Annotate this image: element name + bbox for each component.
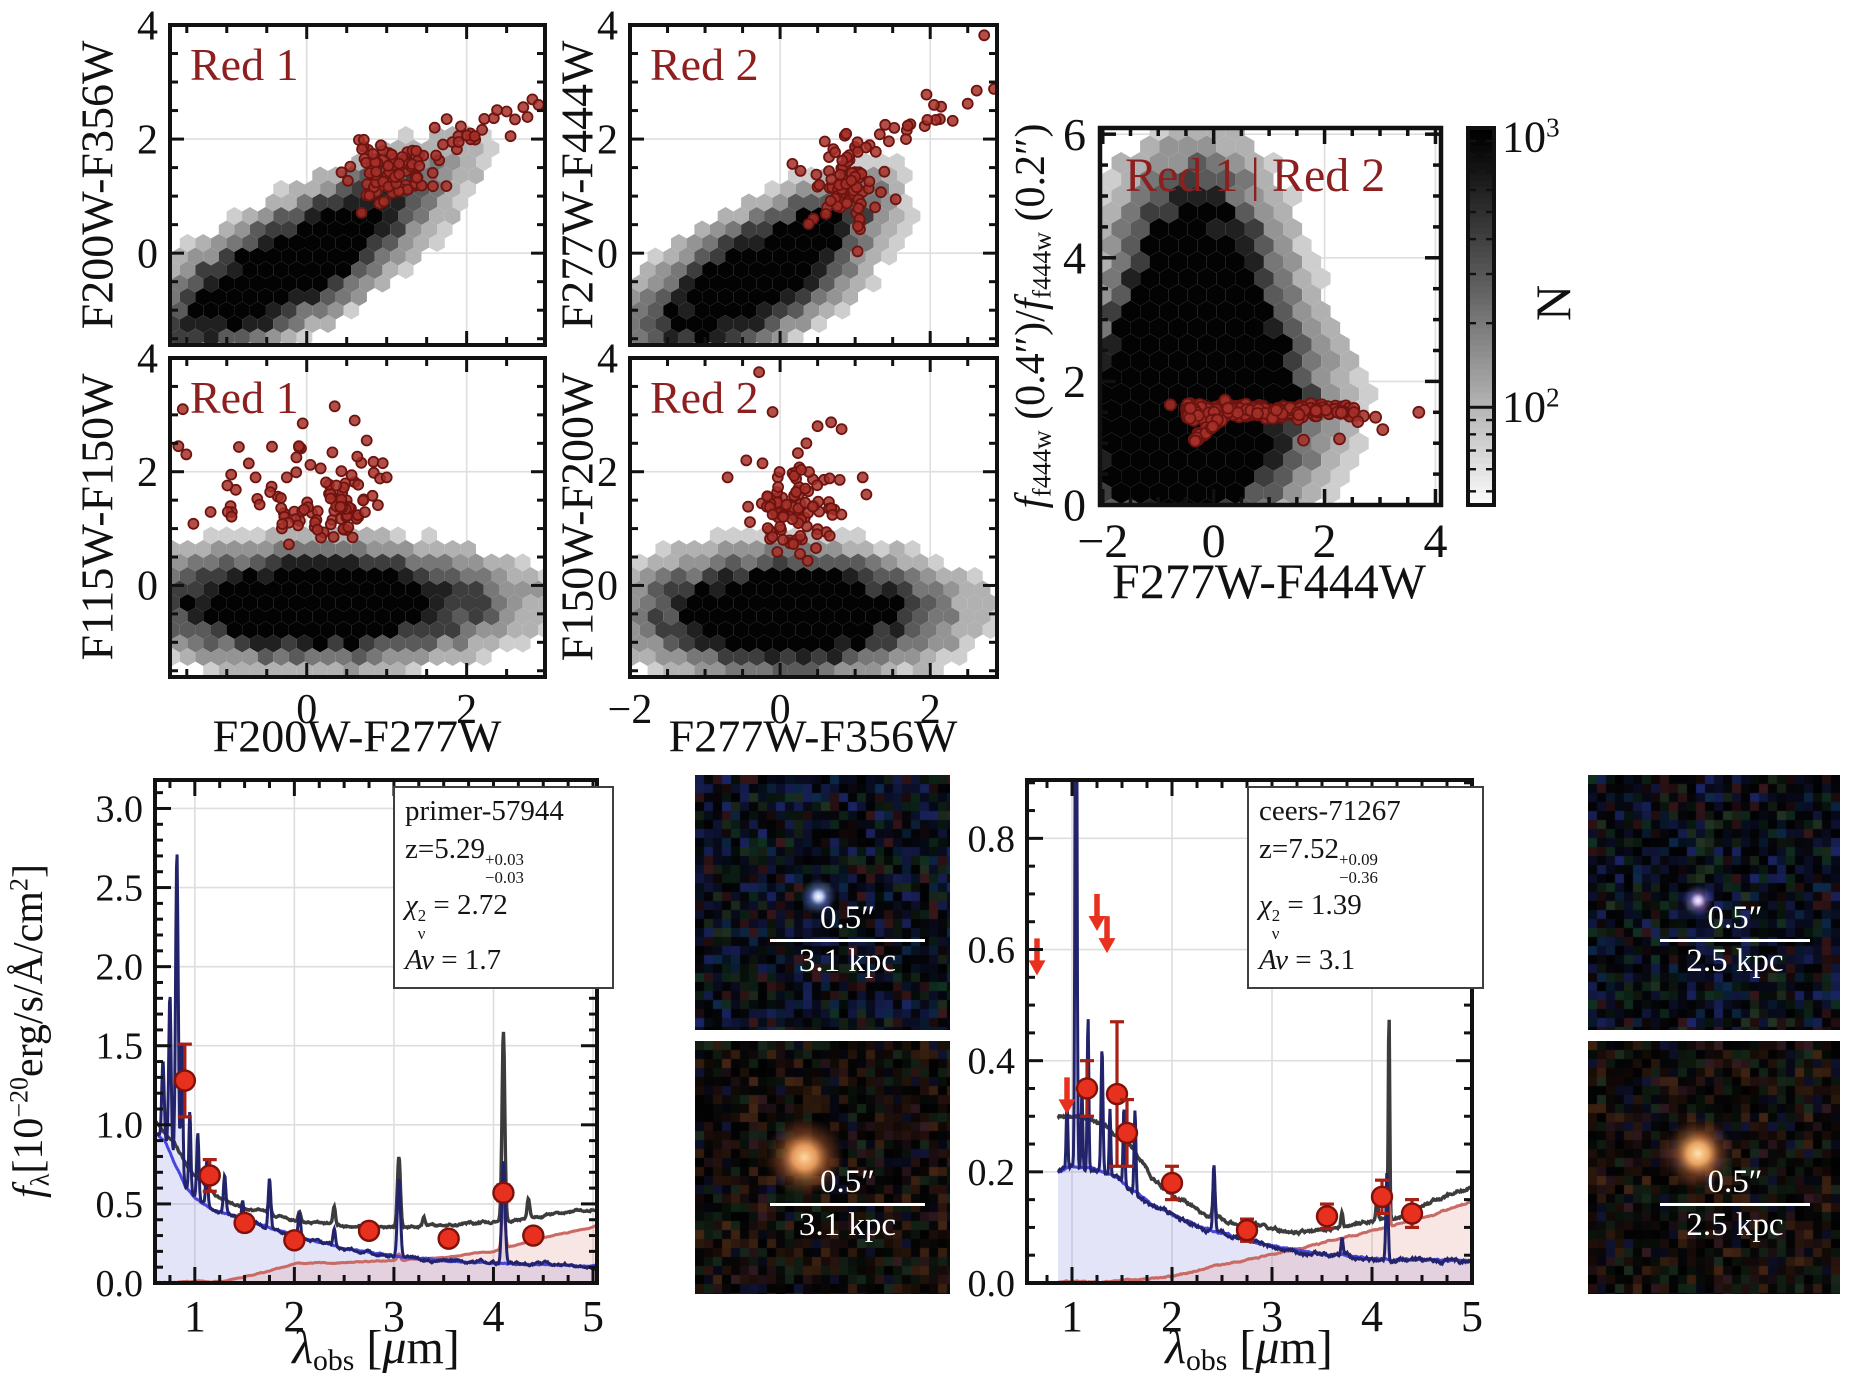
svg-text:2: 2 [137,450,158,496]
svg-text:5: 5 [1461,1292,1483,1341]
svg-text:−2: −2 [1077,515,1128,568]
svg-text:1.5: 1.5 [96,1026,144,1068]
svg-text:4: 4 [1063,232,1086,283]
x-axis-label-f200w-f277w: F200W-F277W [212,710,502,762]
scalebar-kpc: 2.5 kpc [1686,1207,1784,1244]
y-axis-label-f150w-f200w: F150W-F200W [551,372,603,662]
scalebar-primer-long: 0.5″ 3.1 kpc [770,1165,925,1243]
svg-text:0: 0 [1063,480,1086,531]
annotation-line: Av = 3.1 [1259,944,1356,977]
cutout-image-ceers-short [1588,775,1840,1030]
svg-text:2: 2 [1161,1292,1183,1341]
svg-text:1: 1 [1061,1292,1083,1341]
svg-text:0: 0 [770,687,791,733]
y-axis-label-f200w-f356w: F200W-F356W [71,40,123,330]
x-axis-label-f277w-f444w: F277W-F444W [1112,553,1426,609]
scalebar-line [1660,938,1810,943]
svg-text:4: 4 [1361,1292,1383,1341]
svg-text:2: 2 [920,687,941,733]
svg-text:0.0: 0.0 [968,1263,1016,1305]
svg-text:0: 0 [137,564,158,610]
svg-text:3.0: 3.0 [96,788,144,830]
svg-text:1: 1 [184,1292,206,1341]
svg-text:0: 0 [137,231,158,277]
panel-label-red1-red2: Red 1 | Red 2 [1125,149,1386,202]
svg-text:0.6: 0.6 [968,929,1016,971]
svg-text:2: 2 [1063,356,1086,407]
cutout-image-primer-long [695,1041,950,1294]
scalebar-ceers-long: 0.5″ 2.5 kpc [1660,1165,1810,1243]
svg-text:0.2: 0.2 [968,1152,1016,1194]
svg-text:2: 2 [456,687,477,733]
scalebar-arcsec: 0.5″ [820,900,875,936]
scalebar-line [1660,1202,1810,1207]
panel-label-red2-a: Red 2 [650,39,759,90]
svg-text:4: 4 [137,336,158,382]
scalebar-line [770,938,925,943]
svg-text:−2: −2 [608,687,653,733]
panel-label-red1-a: Red 1 [190,39,299,90]
svg-text:2: 2 [137,117,158,163]
scalebar-arcsec: 0.5″ [820,1164,875,1200]
y-axis-label-f277w-f444w: F277W-F444W [551,40,603,330]
svg-text:0.5: 0.5 [96,1184,144,1226]
colorbar-tick-1e3: 103 [1502,112,1560,162]
svg-text:0: 0 [296,687,317,733]
svg-text:4: 4 [1423,515,1447,568]
svg-text:4: 4 [597,336,618,382]
colorbar-label-n: N [1525,284,1581,322]
cutout-image-ceers-long [1588,1041,1840,1294]
svg-text:4: 4 [597,3,618,49]
svg-text:0: 0 [597,231,618,277]
x-axis-label-lambda-left: λobs [μm] [292,1320,460,1378]
y-axis-label-compactness: ff444w (0.4″)/ff444w (0.2″) [1007,123,1057,509]
annotation-line: z=7.52 +0.09 −0.36 [1259,832,1378,887]
svg-text:4: 4 [482,1292,504,1341]
annotation-line: Av = 1.7 [405,944,502,977]
panel-label-red2-b: Red 2 [650,372,759,423]
scalebar-arcsec: 0.5″ [1707,900,1763,936]
panel-label-red1-b: Red 1 [190,372,299,423]
scalebar-kpc: 3.1 kpc [798,943,897,980]
svg-text:2: 2 [597,117,618,163]
y-axis-label-flux: fλ[10−20erg/s/Å/cm2] [4,864,55,1198]
svg-text:5: 5 [582,1292,604,1341]
x-axis-label-f277w-f356w: F277W-F356W [668,710,958,762]
svg-text:4: 4 [137,3,158,49]
svg-text:0: 0 [1202,515,1226,568]
svg-text:2.5: 2.5 [96,867,144,909]
y-axis-label-f115w-f150w: F115W-F150W [71,373,123,661]
scalebar-kpc: 3.1 kpc [798,1207,897,1244]
scalebar-arcsec: 0.5″ [1707,1164,1763,1200]
colorbar-tick-1e2: 102 [1502,382,1560,432]
scalebar-line [770,1202,925,1207]
scalebar-primer-short: 0.5″ 3.1 kpc [770,901,925,979]
svg-text:0.8: 0.8 [968,818,1016,860]
svg-text:0.0: 0.0 [96,1263,144,1305]
svg-text:2.0: 2.0 [96,947,144,989]
x-axis-label-lambda-right: λobs [μm] [1165,1320,1333,1378]
fit-annotation-ceers: ceers-71267 z=7.52 +0.09 −0.36 χ 2 ν = 1.39 Av … [1247,786,1484,990]
svg-text:3: 3 [1261,1292,1283,1341]
svg-text:2: 2 [283,1292,305,1341]
scalebar-ceers-short: 0.5″ 2.5 kpc [1660,901,1810,979]
annotation-line: z=5.29 +0.03 −0.03 [405,832,524,887]
cutout-image-primer-short [695,775,950,1030]
svg-text:2: 2 [1313,515,1337,568]
svg-text:6: 6 [1063,109,1086,160]
svg-text:0.4: 0.4 [968,1041,1016,1083]
svg-text:1.0: 1.0 [96,1105,144,1147]
svg-text:0: 0 [597,564,618,610]
annotation-line: ceers-71267 [1259,795,1401,827]
scalebar-kpc: 2.5 kpc [1686,943,1784,980]
svg-text:2: 2 [597,450,618,496]
fit-annotation-primer: primer-57944 z=5.29 +0.03 −0.03 χ 2 ν = 2.72 Av… [393,786,614,990]
annotation-line: primer-57944 [405,795,564,827]
svg-text:3: 3 [383,1292,405,1341]
